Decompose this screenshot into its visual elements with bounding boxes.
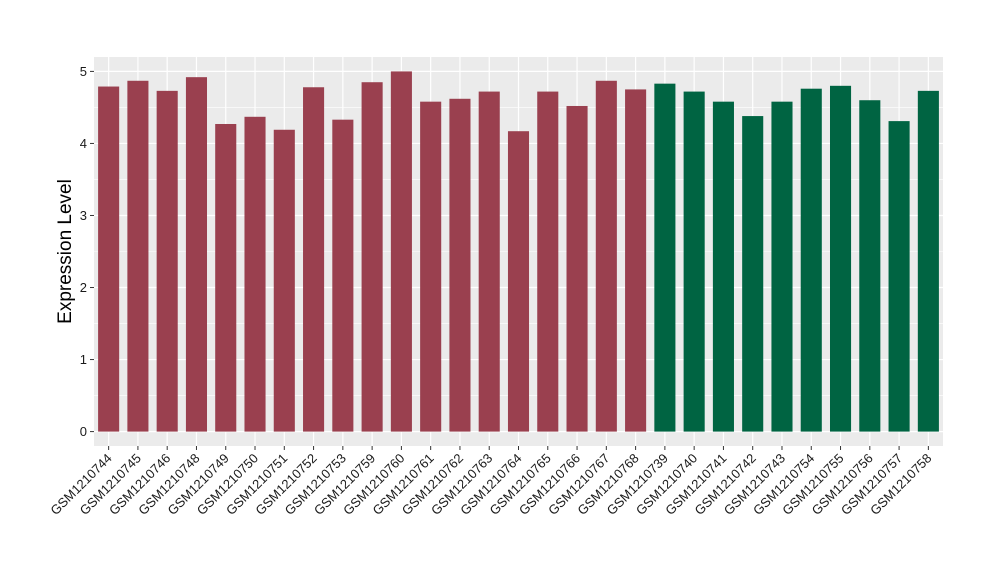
bar-GSM1210760 — [390, 71, 412, 432]
bars — [98, 71, 939, 432]
bar-GSM1210758 — [917, 90, 939, 432]
bar-GSM1210766 — [566, 105, 588, 432]
bar-GSM1210752 — [303, 87, 325, 432]
bar-GSM1210751 — [273, 129, 295, 432]
bar-GSM1210739 — [654, 83, 676, 432]
y-axis-title: Expression Level — [55, 179, 76, 324]
bar-GSM1210743 — [771, 101, 793, 432]
bar-GSM1210746 — [156, 90, 178, 432]
bar-GSM1210768 — [625, 89, 647, 432]
bar-GSM1210750 — [244, 116, 266, 432]
y-tick-label: 1 — [80, 352, 87, 367]
bar-GSM1210763 — [478, 91, 500, 432]
bar-GSM1210764 — [507, 131, 530, 432]
bar-GSM1210741 — [712, 101, 734, 432]
bar-GSM1210754 — [800, 88, 822, 432]
y-tick-label: 2 — [80, 280, 87, 295]
bar-GSM1210740 — [683, 91, 705, 432]
y-axis: 0 1 2 3 4 5 — [80, 64, 94, 439]
bar-GSM1210748 — [185, 77, 208, 432]
bar-GSM1210745 — [127, 80, 149, 432]
bar-GSM1210753 — [332, 119, 354, 432]
bar-GSM1210765 — [537, 91, 559, 432]
bar-GSM1210755 — [829, 85, 852, 432]
bar-GSM1210749 — [215, 123, 237, 432]
y-tick-label: 5 — [80, 64, 87, 79]
y-tick-label: 0 — [80, 424, 87, 439]
bar-GSM1210759 — [361, 82, 383, 432]
bar-GSM1210742 — [742, 116, 764, 432]
bar-GSM1210756 — [859, 100, 881, 432]
y-tick-label: 4 — [80, 136, 87, 151]
x-axis: GSM1210744GSM1210745GSM1210746GSM1210748… — [47, 446, 934, 518]
y-tick-label: 3 — [80, 208, 87, 223]
bar-GSM1210762 — [449, 98, 471, 432]
bar-GSM1210761 — [420, 101, 442, 432]
bar-GSM1210744 — [98, 86, 120, 432]
bar-GSM1210767 — [595, 80, 617, 432]
bar-GSM1210757 — [888, 121, 910, 432]
